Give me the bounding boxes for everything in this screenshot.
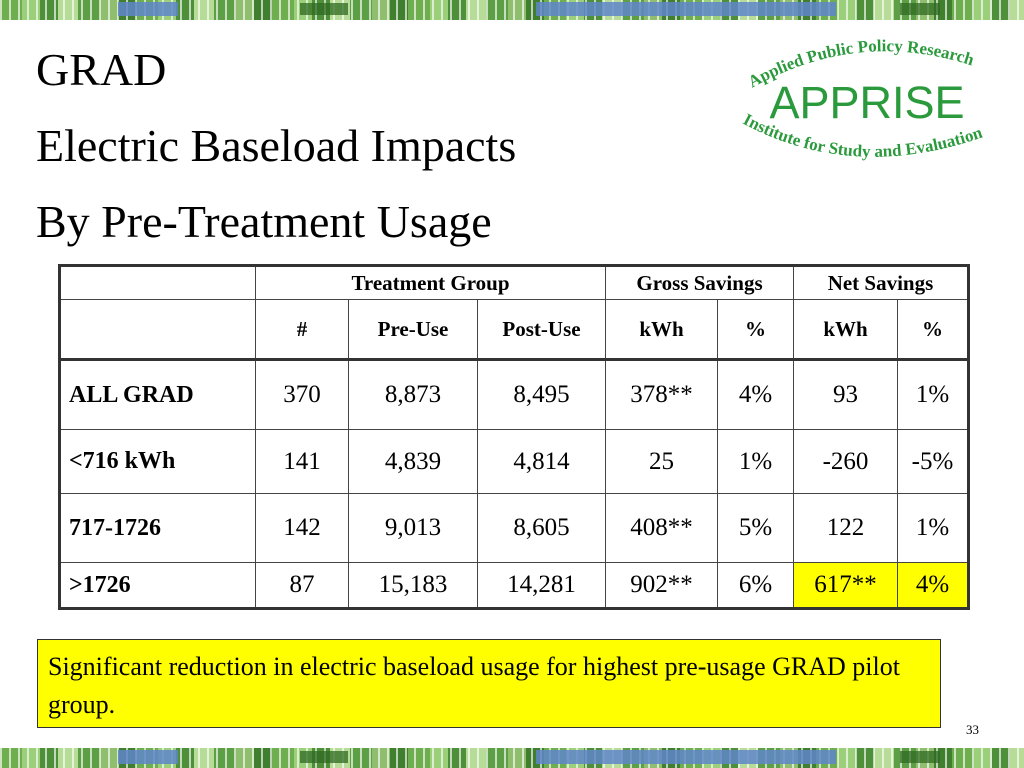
- col-header-gross-pct: %: [717, 299, 794, 361]
- col-header-post-use: Post-Use: [477, 299, 606, 361]
- table-row: 717-1726 142 9,013 8,605 408** 5% 122 1%: [59, 493, 969, 563]
- table-row: <716 kWh 141 4,839 4,814 25 1% -260 -5%: [59, 429, 969, 494]
- cell-net-kwh-highlighted: 617**: [793, 562, 898, 609]
- col-header-count: #: [255, 299, 349, 361]
- row-label: >1726: [59, 562, 256, 609]
- table-row: ALL GRAD 370 8,873 8,495 378** 4% 93 1%: [59, 359, 969, 430]
- cell-gross-kwh: 408**: [605, 493, 718, 563]
- cell-pre-use: 8,873: [348, 359, 478, 430]
- title-line-2: Electric Baseload Impacts: [36, 120, 517, 171]
- title-line-3: By Pre-Treatment Usage: [36, 196, 492, 247]
- row-label: <716 kWh: [59, 429, 256, 494]
- col-header-pre-use: Pre-Use: [348, 299, 478, 361]
- cell-pre-use: 4,839: [348, 429, 478, 494]
- cell-pre-use: 15,183: [348, 562, 478, 609]
- cell-post-use: 8,605: [477, 493, 606, 563]
- impacts-table: Treatment Group Gross Savings Net Saving…: [58, 264, 970, 610]
- cell-gross-kwh: 378**: [605, 359, 718, 430]
- cell-gross-pct: 5%: [717, 493, 794, 563]
- cell-post-use: 8,495: [477, 359, 606, 430]
- cell-net-pct: 1%: [897, 359, 969, 430]
- callout-text: Significant reduction in electric baselo…: [48, 652, 900, 719]
- col-header-net-pct: %: [897, 299, 969, 361]
- gross-savings-header: Gross Savings: [605, 265, 794, 300]
- group-header-row: Treatment Group Gross Savings Net Saving…: [59, 265, 969, 300]
- cell-count: 141: [255, 429, 349, 494]
- row-label: ALL GRAD: [59, 359, 256, 430]
- title-line-1: GRAD: [36, 44, 167, 95]
- net-savings-header: Net Savings: [793, 265, 969, 300]
- cell-net-pct-highlighted: 4%: [897, 562, 969, 609]
- cell-post-use: 4,814: [477, 429, 606, 494]
- cell-count: 370: [255, 359, 349, 430]
- cell-pre-use: 9,013: [348, 493, 478, 563]
- top-decorative-border: [0, 0, 1024, 20]
- slide-title: GRAD Electric Baseload Impacts By Pre-Tr…: [36, 32, 516, 260]
- row-label: 717-1726: [59, 493, 256, 563]
- cell-net-pct: -5%: [897, 429, 969, 494]
- logo-name: APPRISE: [769, 77, 964, 128]
- callout-box: Significant reduction in electric baselo…: [37, 639, 941, 728]
- cell-gross-kwh: 902**: [605, 562, 718, 609]
- slide-number: 33: [966, 722, 979, 737]
- cell-net-kwh: 122: [793, 493, 898, 563]
- col-header-gross-kwh: kWh: [605, 299, 718, 361]
- cell-post-use: 14,281: [477, 562, 606, 609]
- cell-gross-pct: 1%: [717, 429, 794, 494]
- cell-gross-pct: 4%: [717, 359, 794, 430]
- table-row: >1726 87 15,183 14,281 902** 6% 617** 4%: [59, 562, 969, 609]
- corner-cell: [59, 299, 256, 361]
- cell-net-kwh: -260: [793, 429, 898, 494]
- cell-gross-kwh: 25: [605, 429, 718, 494]
- apprise-logo: Applied Public Policy Research APPRISE I…: [722, 28, 1012, 178]
- cell-gross-pct: 6%: [717, 562, 794, 609]
- cell-net-kwh: 93: [793, 359, 898, 430]
- corner-cell: [59, 265, 256, 300]
- cell-net-pct: 1%: [897, 493, 969, 563]
- cell-count: 87: [255, 562, 349, 609]
- col-header-net-kwh: kWh: [793, 299, 898, 361]
- cell-count: 142: [255, 493, 349, 563]
- bottom-decorative-border: [0, 748, 1024, 768]
- column-header-row: # Pre-Use Post-Use kWh % kWh %: [59, 299, 969, 361]
- treatment-group-header: Treatment Group: [255, 265, 606, 300]
